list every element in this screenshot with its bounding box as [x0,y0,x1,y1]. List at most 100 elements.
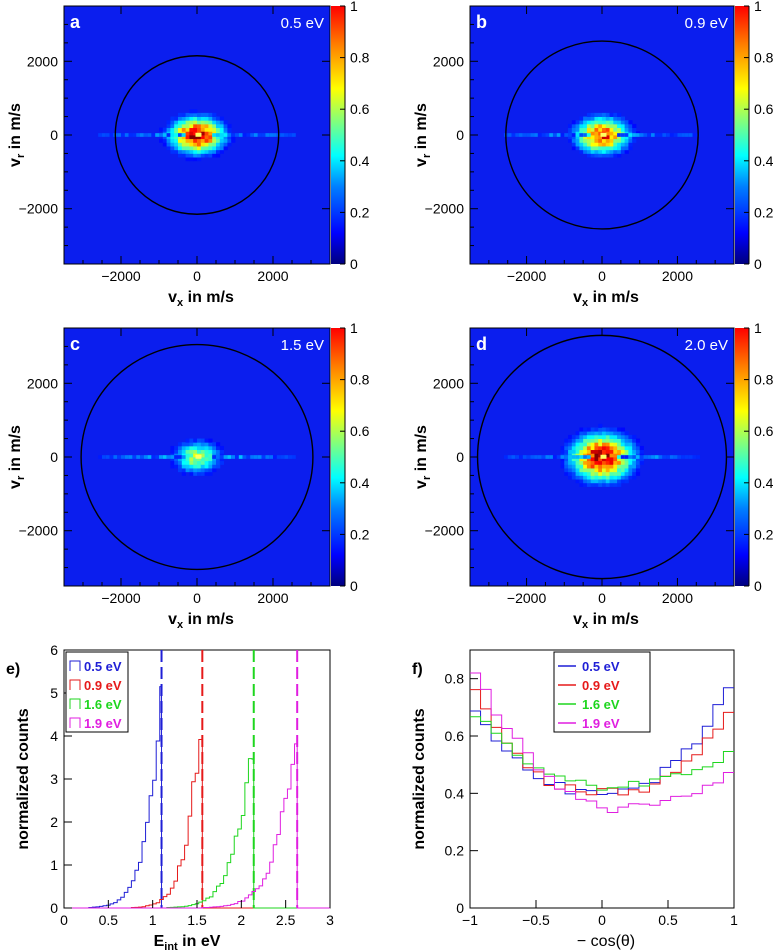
heatmap-axis-cell [684,455,689,459]
y-tick-label: 5 [50,685,58,701]
heatmap-cell [560,445,565,451]
legend-swatch [69,717,81,728]
heatmap-cell [609,123,614,129]
heatmap-cell [613,460,618,465]
heatmap-cell [170,135,175,140]
heatmap-axis-cell [635,133,640,137]
heatmap-cell [200,449,205,454]
heatmap-cell [216,116,221,121]
heatmap-cell [208,138,213,143]
heatmap-cell [216,142,221,147]
heatmap-cell [579,438,584,443]
y-tick-label: 0 [50,449,58,465]
heatmap-cell [632,138,637,143]
kinematic-limit-circle [505,40,699,230]
heatmap-cell [197,123,202,129]
heatmap-cell [162,135,167,140]
y-tick-label: −2000 [425,201,465,217]
heatmap-cell [590,460,595,465]
heatmap-cell [617,479,622,484]
heatmap-cell [594,468,599,473]
heatmap-cell [197,464,202,469]
heatmap-axis-cell [666,133,670,137]
heatmap-cell [216,135,221,140]
heatmap-cell [583,445,588,451]
heatmap-cell [624,468,629,473]
heatmap-cell [583,482,588,487]
heatmap-axis-cell [254,455,258,459]
heatmap-cell [590,135,595,140]
colorbar-tick-label: 1 [754,320,762,336]
heatmap-cell [219,135,224,140]
heatmap-axis-cell [98,455,102,459]
heatmap-cell [170,464,175,469]
heatmap-cell [181,153,186,158]
heatmap-cell [620,479,626,484]
heatmap-cell [189,123,194,129]
heatmap-cell [613,479,618,484]
x-tick-label: 0 [598,912,606,928]
heatmap-cell [632,442,637,447]
heatmap-cell [170,457,175,462]
heatmap-cell [185,131,190,136]
heatmap-axis-cell [617,133,621,137]
heatmap-axis-cell [102,455,106,459]
heatmap-axis-cell [261,133,266,137]
x-tick-label: 2000 [662,268,693,284]
heatmap-cell [170,138,175,143]
heatmap-cell [579,146,584,151]
heatmap-axis-cell [583,133,587,137]
heatmap-cell [227,135,232,140]
heatmap-cell [166,135,171,140]
panel-letter: c [70,334,80,354]
heatmap-cell [223,146,228,151]
colorbar-tick-label: 0.4 [350,475,370,491]
heatmap-center-spot [195,454,202,459]
heatmap-cell [575,431,580,436]
colorbar-tick-label: 1 [350,320,358,336]
heatmap-cell [212,457,217,462]
heatmap-cell [613,153,618,158]
heatmap-cell [590,116,595,121]
x-tick-label: 0 [598,590,606,606]
heatmap-cell [178,112,183,117]
y-axis-label-main: v [413,480,430,489]
heatmap-cell [632,475,637,480]
heatmap-axis-cell [265,133,270,137]
histogram-series-0 [64,686,330,909]
heatmap-cell [193,453,198,458]
heatmap-cell [602,457,607,462]
x-tick-label: −0.5 [522,912,550,928]
legend-swatch [69,698,81,709]
heatmap-axis-cell [257,133,262,137]
heatmap-cell [185,438,190,443]
heatmap-cell [602,442,607,447]
heatmap-cell [204,127,209,132]
heatmap-axis-cell [519,133,523,137]
angular-distribution-panel: −1 −0.5 0 0.5 1 0 0.2 0.4 0.6 0.8 − cos(θ) normaliz… [411,649,738,950]
heatmap-axis-cell [98,133,102,137]
y-tick-label: 0 [456,449,464,465]
heatmap-cell [571,442,576,447]
y-tick-label: 3 [50,771,58,787]
heatmap-cell [605,434,610,439]
heatmap-cell [586,149,592,154]
heatmap-cell [181,142,186,147]
heatmap-cell [212,127,217,132]
heatmap-cell [594,142,599,147]
heatmap-cell [564,442,569,447]
heatmap-axis-cell [292,133,296,137]
heatmap-cell [586,123,592,129]
heatmap-cell [181,464,186,469]
heatmap-axis-cell [227,455,232,459]
heatmap-cell [628,475,633,480]
heatmap-cell [193,153,198,158]
heatmap-cell [185,138,190,143]
heatmap-axis-cell [109,133,114,137]
heatmap-cell [200,135,205,140]
heatmap-cell [174,445,179,451]
heatmap-axis-cell [662,133,667,137]
heatmap-cell [204,116,209,121]
heatmap-cell [594,445,599,451]
heatmap-axis-cell [647,133,652,137]
